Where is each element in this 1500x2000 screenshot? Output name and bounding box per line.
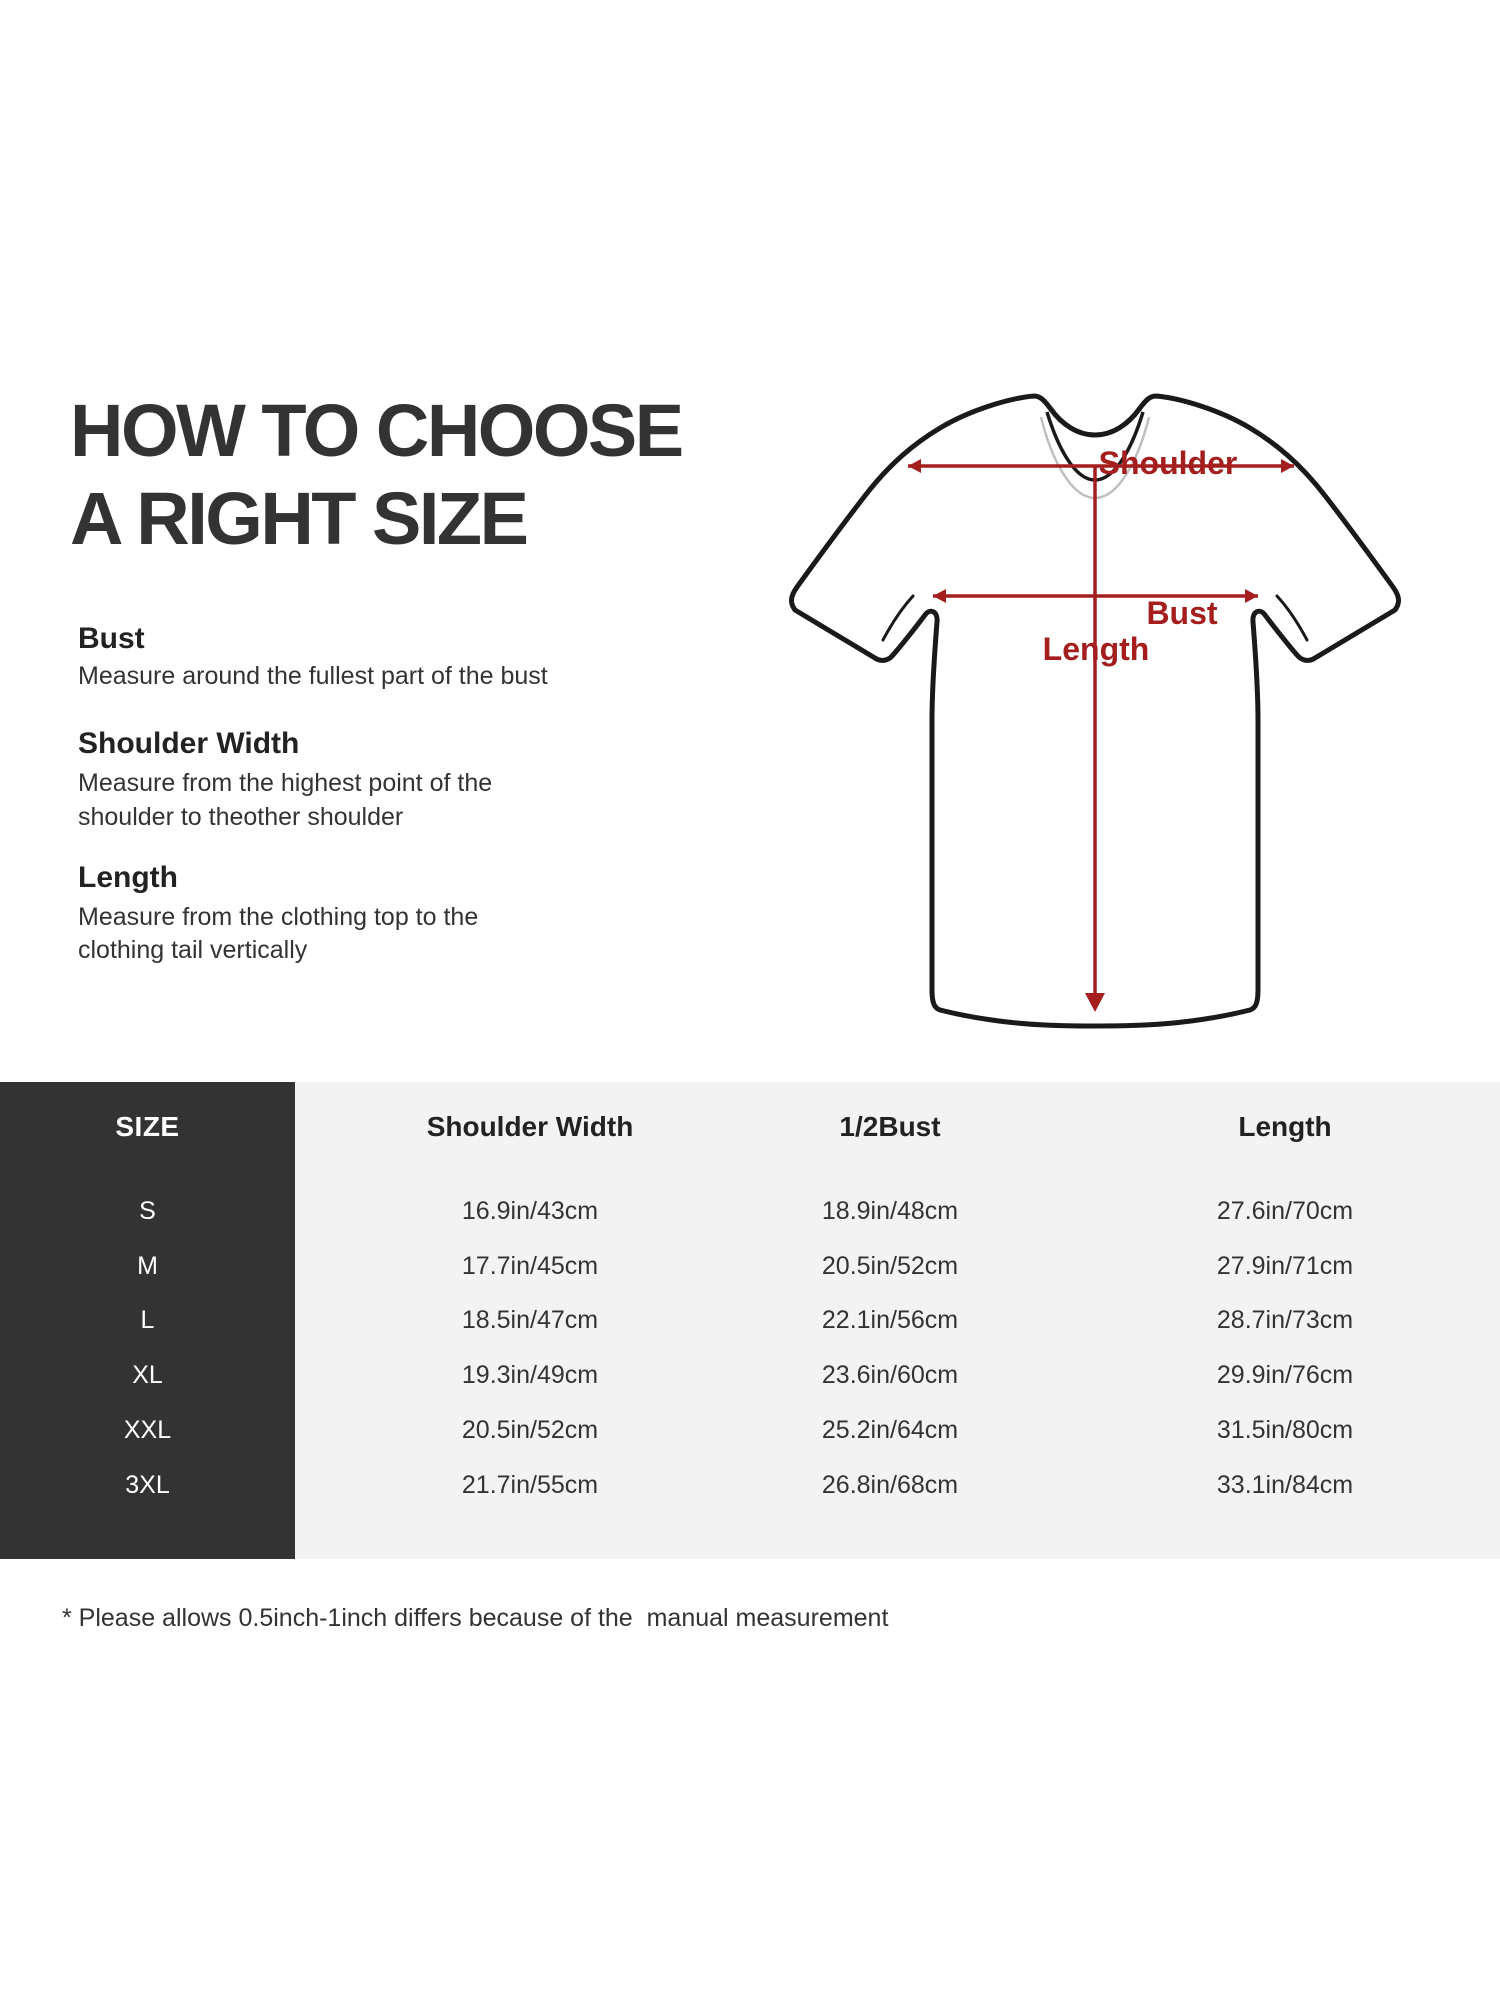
svg-text:Shoulder: Shoulder [1099,445,1238,481]
svg-text:Bust: Bust [1146,595,1217,631]
svg-text:Length: Length [1043,631,1150,667]
